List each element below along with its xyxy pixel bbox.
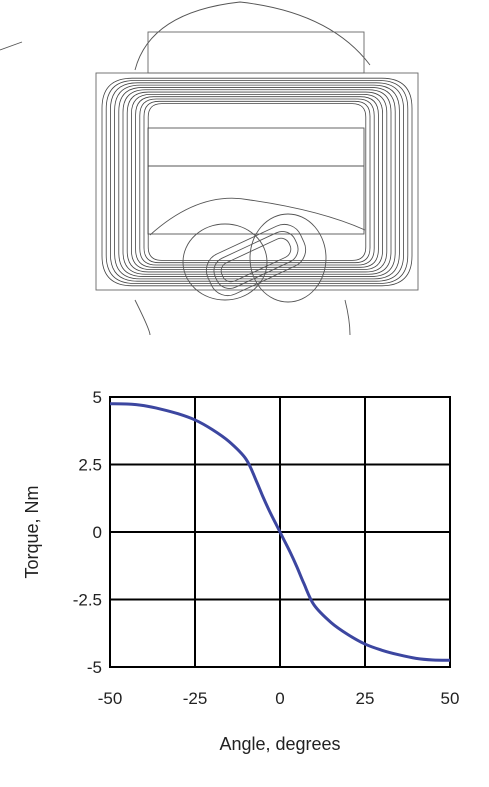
upper-pole <box>147 31 365 74</box>
flux-line <box>105 80 409 284</box>
flux-line <box>114 84 400 280</box>
flux-line <box>122 89 392 275</box>
y-tick-labels: 5 2.5 0 -2.5 -5 <box>73 388 102 677</box>
y-tick-label: 0 <box>93 523 102 542</box>
outer-arc-bottom-right <box>344 299 351 336</box>
flux-line-plot <box>0 1 419 336</box>
rotor-field-loop-left <box>182 223 268 301</box>
x-tick-label: -25 <box>183 689 208 708</box>
stray-line <box>0 41 23 51</box>
flux-line <box>143 100 371 264</box>
flux-line <box>126 91 388 273</box>
torque-series-line <box>109 402 451 662</box>
stator-window <box>147 127 365 235</box>
x-tick-label: 25 <box>356 689 375 708</box>
plot-frame <box>109 396 451 668</box>
flux-line <box>110 82 404 282</box>
flux-line <box>118 87 396 277</box>
y-tick-label: -5 <box>87 658 102 677</box>
outer-arc-bottom <box>134 299 151 336</box>
outer-arc-top <box>134 1 371 71</box>
y-axis-title: Torque, Nm <box>22 485 42 578</box>
flux-line <box>101 77 413 287</box>
rotor-field-loop-right <box>249 213 327 303</box>
field-line-low <box>149 197 366 236</box>
series-layer <box>109 402 451 662</box>
flux-line <box>139 98 375 266</box>
y-tick-label: -2.5 <box>73 591 102 610</box>
flux-line <box>131 93 383 271</box>
flux-lines <box>101 77 413 287</box>
x-axis-title: Angle, degrees <box>219 734 340 754</box>
y-tick-label: 5 <box>93 388 102 407</box>
x-tick-label: -50 <box>98 689 123 708</box>
flux-line <box>147 103 367 261</box>
x-tick-label: 50 <box>441 689 460 708</box>
rotor <box>205 223 307 297</box>
torque-chart: 5 2.5 0 -2.5 -5 -50 -25 0 25 50 Angle, degrees T… <box>22 388 460 754</box>
flux-line <box>135 96 379 268</box>
x-tick-labels: -50 -25 0 25 50 <box>98 689 460 708</box>
x-tick-label: 0 <box>275 689 284 708</box>
y-tick-label: 2.5 <box>78 456 102 475</box>
